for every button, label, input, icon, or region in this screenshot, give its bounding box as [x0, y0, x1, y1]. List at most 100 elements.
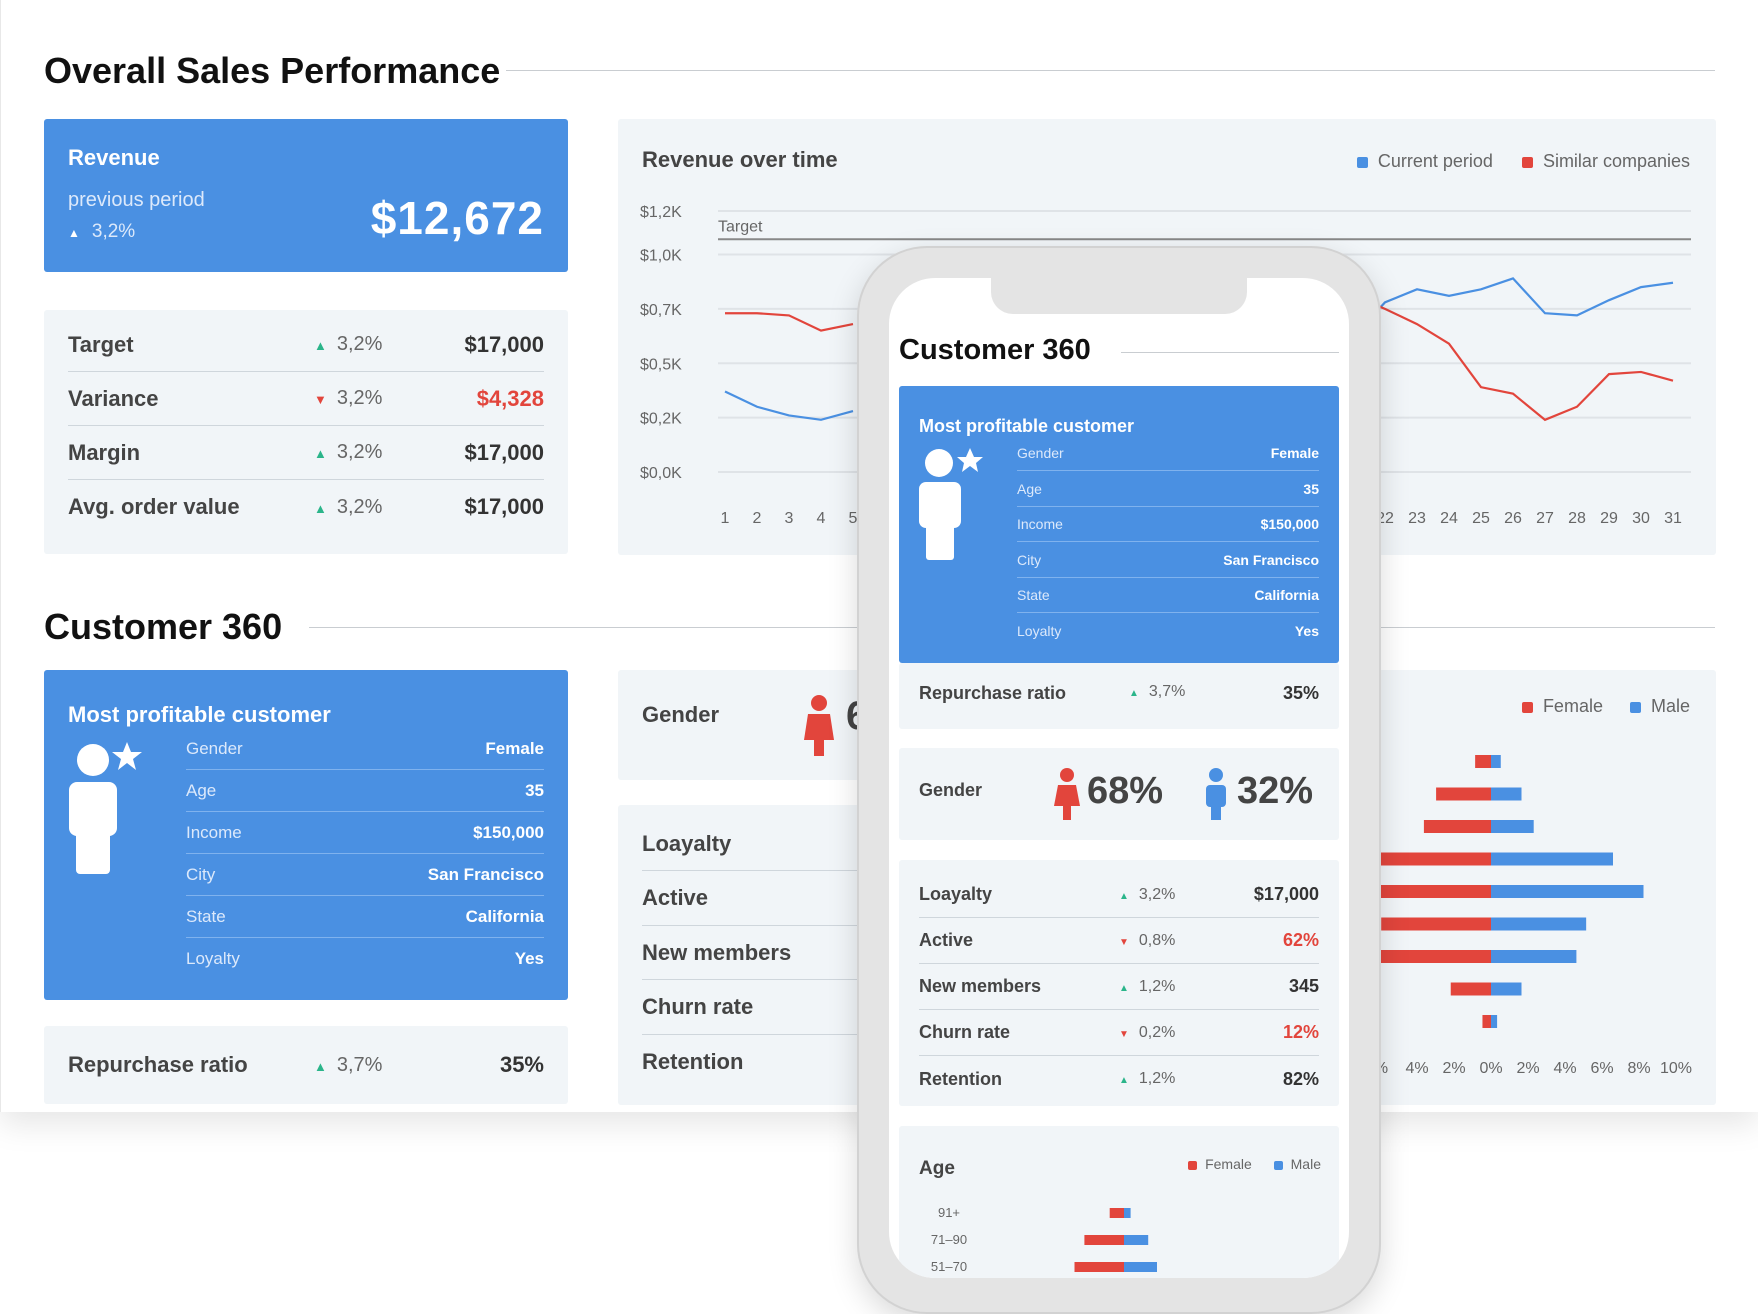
- phone-profile-row: Loyalty Yes: [1017, 614, 1319, 649]
- x-tick-label: 1: [721, 510, 730, 527]
- phone-age-chart: 91+ 71–90 51–70: [931, 1205, 1157, 1274]
- gender-card: Gender 6: [618, 670, 878, 780]
- age-bar-male: [1491, 1015, 1498, 1028]
- repurchase-row[interactable]: Repurchase ratio ▲ 3,7% 35%: [68, 1038, 544, 1092]
- age-bar-female: [1423, 820, 1491, 833]
- metric-label: Margin: [68, 439, 141, 465]
- legend-dot-current: [1356, 156, 1368, 168]
- down-arrow-icon: ▼: [1119, 936, 1129, 948]
- phone-profile-row: State California: [1017, 578, 1319, 613]
- up-arrow-icon: ▲: [314, 338, 327, 353]
- revenue-label: Revenue: [68, 145, 160, 170]
- loyalty-change: ▲ 3,2%: [1119, 885, 1176, 903]
- sales-section-title: Overall Sales Performance: [44, 50, 501, 91]
- phone-loyalty-row[interactable]: Loayalty ▲ 3,2% $17,000: [919, 872, 1319, 918]
- profile-key: Age: [1017, 480, 1042, 497]
- loyalty-value: 82%: [1282, 1068, 1319, 1089]
- up-arrow-icon: ▲: [68, 226, 80, 240]
- revenue-card[interactable]: Revenue previous period ▲ 3,2% $12,672: [44, 119, 568, 272]
- metric-row[interactable]: Target ▲ 3,2% $17,000: [68, 318, 544, 372]
- profile-value: San Francisco: [427, 864, 544, 884]
- legend-female[interactable]: Female: [1521, 696, 1603, 716]
- age-bar-male: [1491, 885, 1644, 898]
- phone-profile-row: Income $150,000: [1017, 507, 1319, 542]
- loyalty-label: Retention: [919, 1068, 1002, 1089]
- age-axis-label: 0%: [1479, 1060, 1502, 1077]
- age-bar-female: [1375, 950, 1491, 963]
- phone-loyalty-card: Loayalty ▲ 3,2% $17,000 Active ▼ 0,8% 62% New me…: [899, 860, 1339, 1106]
- age-bar-male: [1124, 1208, 1131, 1218]
- target-label: Target: [718, 218, 763, 235]
- legend-current-period[interactable]: Current period: [1356, 151, 1493, 171]
- profile-row: Income $150,000: [186, 812, 544, 854]
- phone-loyalty-row[interactable]: Churn rate ▼ 0,2% 12%: [919, 1010, 1319, 1056]
- legend-similar-companies[interactable]: Similar companies: [1521, 151, 1690, 171]
- phone-profile-row: City San Francisco: [1017, 543, 1319, 578]
- loyalty-row[interactable]: Active: [642, 872, 878, 926]
- profile-value: 35: [525, 780, 544, 800]
- profile-key: Age: [186, 780, 217, 800]
- up-arrow-icon: ▲: [1119, 890, 1129, 902]
- age-bar-female: [1436, 787, 1491, 801]
- phone-loyalty-row[interactable]: Retention ▲ 1,2% 82%: [919, 1056, 1319, 1102]
- phone-title: Customer 360: [899, 334, 1091, 366]
- age-axis-label: 8%: [1627, 1060, 1650, 1077]
- series-line-current-period: [724, 390, 854, 421]
- age-bar-female: [1074, 1262, 1124, 1272]
- x-tick-label: 26: [1504, 510, 1522, 527]
- phone-profile-row: Gender Female: [1017, 436, 1319, 471]
- loyalty-label: Loayalty: [919, 884, 993, 904]
- age-axis-label: 6%: [1590, 1060, 1613, 1077]
- legend-dot-female: [1521, 701, 1533, 713]
- profile-key: Gender: [186, 738, 243, 758]
- loyalty-card: Loayalty Active New members Churn rate Reten…: [618, 805, 878, 1105]
- profile-key: Income: [186, 822, 242, 842]
- metric-label: Variance: [68, 385, 159, 411]
- loyalty-row[interactable]: Loayalty: [642, 817, 878, 871]
- phone-repurchase-value: 35%: [1282, 683, 1319, 703]
- phone-loyalty-row[interactable]: New members ▲ 1,2% 345: [919, 964, 1319, 1010]
- age-axis-label: 2%: [1516, 1060, 1539, 1077]
- revenue-sub-label: previous period: [68, 189, 205, 211]
- metric-change: ▲ 3,2%: [314, 441, 383, 463]
- up-arrow-icon: ▲: [1119, 982, 1129, 994]
- age-row-label: 91+: [938, 1205, 960, 1220]
- age-bar-female: [1482, 1015, 1491, 1028]
- x-tick-label: 24: [1440, 510, 1458, 527]
- loyalty-row[interactable]: Churn rate: [642, 981, 878, 1035]
- metric-row[interactable]: Avg. order value ▲ 3,2% $17,000: [68, 480, 544, 534]
- loyalty-change: ▲ 1,2%: [1119, 977, 1176, 995]
- phone-loyalty-row[interactable]: Active ▼ 0,8% 62%: [919, 918, 1319, 964]
- age-bar-female: [1450, 982, 1491, 996]
- phone-profile-card[interactable]: Most profitable customer Gender Female Age…: [899, 386, 1339, 663]
- loyalty-row[interactable]: New members: [642, 926, 878, 980]
- profile-row: Age 35: [186, 770, 544, 812]
- repurchase-change: ▲ 3,7%: [314, 1053, 383, 1076]
- profile-value: Female: [1270, 445, 1319, 461]
- phone-legend-female[interactable]: Female: [1188, 1156, 1252, 1172]
- phone-mockup: Customer 360 Most profitable customer Ge…: [857, 246, 1381, 1314]
- phone-repurchase-row[interactable]: Repurchase ratio ▲ 3,7% 35%: [919, 683, 1319, 704]
- x-tick-label: 30: [1632, 510, 1650, 527]
- profile-row: Gender Female: [186, 728, 544, 770]
- male-icon: [1206, 768, 1226, 820]
- profile-row: State California: [186, 896, 544, 938]
- metric-change: ▼ 3,2%: [314, 387, 383, 409]
- age-axis-label: 2%: [1442, 1060, 1465, 1077]
- phone-title-rule: [1121, 352, 1339, 353]
- y-tick-label: $0,2K: [640, 411, 682, 428]
- loyalty-row[interactable]: Retention: [642, 1035, 878, 1089]
- phone-legend-male[interactable]: Male: [1273, 1156, 1321, 1172]
- metric-row[interactable]: Variance ▼ 3,2% $4,328: [68, 372, 544, 426]
- loyalty-label: New members: [642, 939, 792, 965]
- profile-row: Loyalty Yes: [186, 938, 544, 980]
- profile-title: Most profitable customer: [68, 702, 331, 727]
- legend-male[interactable]: Male: [1629, 696, 1690, 716]
- profile-card[interactable]: Most profitable customer Gender Female Age…: [44, 670, 568, 1000]
- loyalty-label: Loayalty: [642, 830, 732, 856]
- metric-row[interactable]: Margin ▲ 3,2% $17,000: [68, 426, 544, 480]
- series-line-similar-companies: [1352, 294, 1674, 422]
- profile-key: Income: [1017, 516, 1063, 532]
- profile-value: 35: [1303, 480, 1319, 497]
- age-bar-male: [1491, 950, 1577, 963]
